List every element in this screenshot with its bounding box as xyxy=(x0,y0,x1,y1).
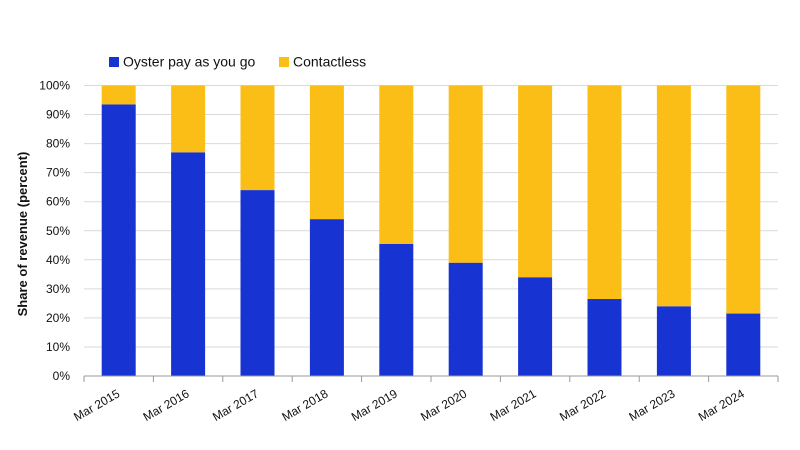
bar-oyster xyxy=(309,219,344,376)
y-tick-label: 60% xyxy=(46,195,70,209)
x-tick-label: Mar 2022 xyxy=(557,386,608,424)
bar-contactless xyxy=(240,85,275,191)
legend: Oyster pay as you go Contactless xyxy=(109,54,366,70)
x-tick-label: Mar 2017 xyxy=(210,386,261,424)
x-tick-label: Mar 2015 xyxy=(71,386,122,424)
y-tick-label: 10% xyxy=(46,340,70,354)
y-tick-label: 100% xyxy=(39,79,70,93)
bar-contactless xyxy=(379,85,414,244)
x-axis: Mar 2015 Mar 2016 Mar 2017 Mar 2018 Mar 2019… xyxy=(71,375,779,424)
legend-swatch xyxy=(279,57,289,67)
bar-oyster xyxy=(518,277,553,376)
legend-label: Oyster pay as you go xyxy=(123,54,256,70)
bar-contactless xyxy=(171,85,206,153)
x-tick-label: Mar 2021 xyxy=(488,386,539,424)
y-axis-tick-labels: 0% 10% 20% 30% 40% 50% 60% 70% 80% 90% 100% xyxy=(39,79,70,384)
x-tick-label: Mar 2016 xyxy=(141,386,192,424)
legend-swatch xyxy=(109,57,119,67)
bar-contactless xyxy=(726,85,761,314)
x-tick-label: Mar 2018 xyxy=(279,386,330,424)
y-tick-label: 0% xyxy=(53,369,71,383)
bar-oyster xyxy=(726,313,761,376)
bar-contactless xyxy=(656,85,691,307)
bar-oyster xyxy=(587,299,622,376)
y-tick-label: 30% xyxy=(46,282,70,296)
y-tick-label: 40% xyxy=(46,253,70,267)
bar-oyster xyxy=(379,243,414,376)
y-tick-label: 50% xyxy=(46,224,70,238)
bar-oyster xyxy=(101,104,136,376)
bar-oyster xyxy=(240,190,275,376)
x-tick-label: Mar 2019 xyxy=(349,386,400,424)
bar-oyster xyxy=(448,262,483,376)
y-axis-title: Share of revenue (percent) xyxy=(15,152,30,317)
x-tick-label: Mar 2020 xyxy=(418,386,469,424)
y-tick-label: 80% xyxy=(46,137,70,151)
bar-oyster xyxy=(656,306,691,376)
legend-label: Contactless xyxy=(293,54,366,70)
bar-contactless xyxy=(587,85,622,300)
bar-contactless xyxy=(101,85,136,105)
bar-contactless xyxy=(518,85,553,278)
y-tick-label: 90% xyxy=(46,108,70,122)
bars xyxy=(101,85,761,376)
bar-contactless xyxy=(309,85,344,220)
x-tick-label: Mar 2024 xyxy=(696,386,747,424)
bar-oyster xyxy=(171,152,206,376)
y-tick-label: 70% xyxy=(46,166,70,180)
y-tick-label: 20% xyxy=(46,311,70,325)
x-tick-label: Mar 2023 xyxy=(626,386,677,424)
bar-contactless xyxy=(448,85,483,263)
